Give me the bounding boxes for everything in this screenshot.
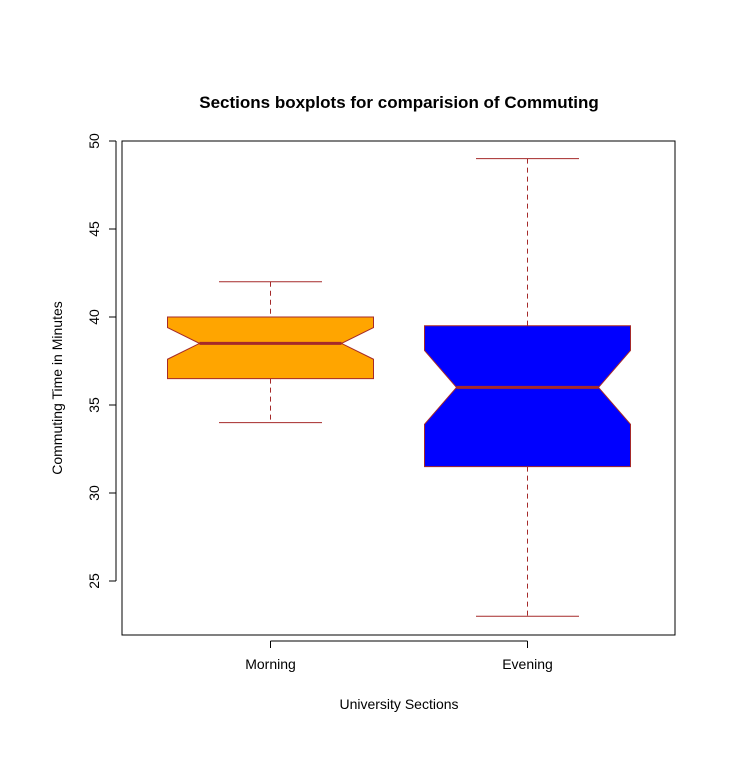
notched-box-evening <box>424 325 631 468</box>
y-axis-label: Commuting Time in Minutes <box>49 301 65 475</box>
y-tick-label-30: 30 <box>86 485 102 501</box>
box-evening <box>424 158 631 617</box>
y-tick-label-45: 45 <box>86 221 102 237</box>
notched-box-morning <box>167 316 374 380</box>
x-axis: Morning Evening <box>245 640 553 672</box>
x-tick-label-morning: Morning <box>245 656 296 672</box>
y-tick-label-50: 50 <box>86 133 102 149</box>
x-axis-label: University Sections <box>339 696 458 712</box>
box-morning <box>167 281 374 424</box>
x-tick-label-evening: Evening <box>502 656 553 672</box>
chart-title: Sections boxplots for comparision of Com… <box>199 93 599 112</box>
y-tick-label-35: 35 <box>86 397 102 413</box>
y-tick-label-25: 25 <box>86 573 102 589</box>
plot-frame <box>121 140 676 636</box>
y-tick-label-40: 40 <box>86 309 102 325</box>
boxes-group <box>167 158 631 617</box>
y-axis: 25 30 35 40 45 50 <box>86 133 117 589</box>
